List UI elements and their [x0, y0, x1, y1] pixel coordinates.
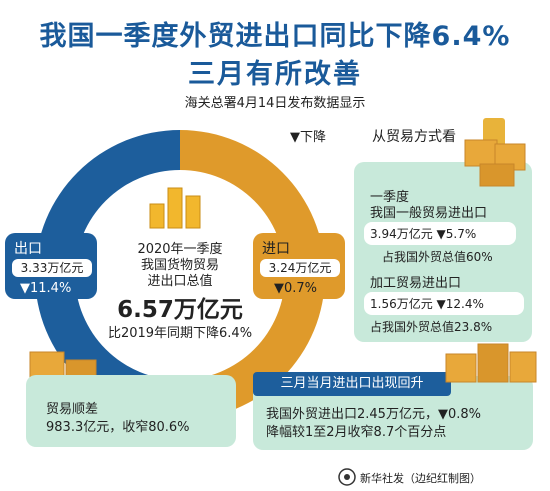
general-trade-title1: 一季度	[370, 190, 410, 205]
cargo-box-icon	[464, 118, 526, 187]
general-trade-title2: 我国一般贸易进出口	[370, 206, 488, 221]
march-line1: 我国外贸进出口2.45万亿元，▼0.8%	[266, 407, 481, 422]
page-subtitle-main: 三月有所改善	[188, 59, 362, 90]
import-label: 进口	[262, 241, 290, 257]
cargo-box-right-icon	[445, 343, 537, 383]
trade-ring-chart	[35, 130, 325, 420]
surplus-panel	[26, 375, 236, 447]
export-change: ▼11.4%	[20, 281, 72, 296]
trade-mode-heading: 从贸易方式看	[372, 129, 456, 145]
surplus-value: 983.3亿元，收窄80.6%	[46, 420, 190, 435]
center-line3: 进出口总值	[147, 274, 213, 289]
export-value: 3.33万亿元	[12, 259, 92, 277]
march-line2: 降幅较1至2月收窄8.7个百分点	[266, 425, 447, 440]
surplus-label: 贸易顺差	[46, 402, 99, 417]
down-legend: ▼下降	[290, 130, 326, 145]
xinhua-logo-icon	[338, 468, 356, 486]
import-value: 3.24万亿元	[260, 259, 340, 277]
processing-trade-title: 加工贸易进出口	[370, 276, 462, 291]
total-compare: 比2019年同期下降6.4%	[107, 326, 253, 341]
center-line2: 我国货物贸易	[140, 258, 219, 273]
processing-trade-share: 占我国外贸总值23.8%	[370, 320, 493, 334]
general-trade-share: 占我国外贸总值60%	[382, 250, 493, 264]
center-line1: 2020年一季度	[137, 242, 223, 257]
general-trade-value: 3.94万亿元 ▼5.7%	[364, 222, 516, 245]
page-title: 我国一季度外贸进出口同比下降6.4%	[39, 21, 511, 52]
import-change: ▼0.7%	[274, 281, 318, 296]
processing-trade-value: 1.56万亿元 ▼12.4%	[364, 292, 524, 315]
march-banner: 三月当月进出口出现回升	[253, 372, 451, 396]
footer-credit: 新华社发（边纪红制图）	[360, 472, 481, 485]
total-value: 6.57万亿元	[117, 297, 243, 323]
source-note: 海关总署4月14日发布数据显示	[184, 96, 366, 111]
coin-stack-icon	[149, 187, 201, 229]
export-label: 出口	[14, 241, 42, 257]
